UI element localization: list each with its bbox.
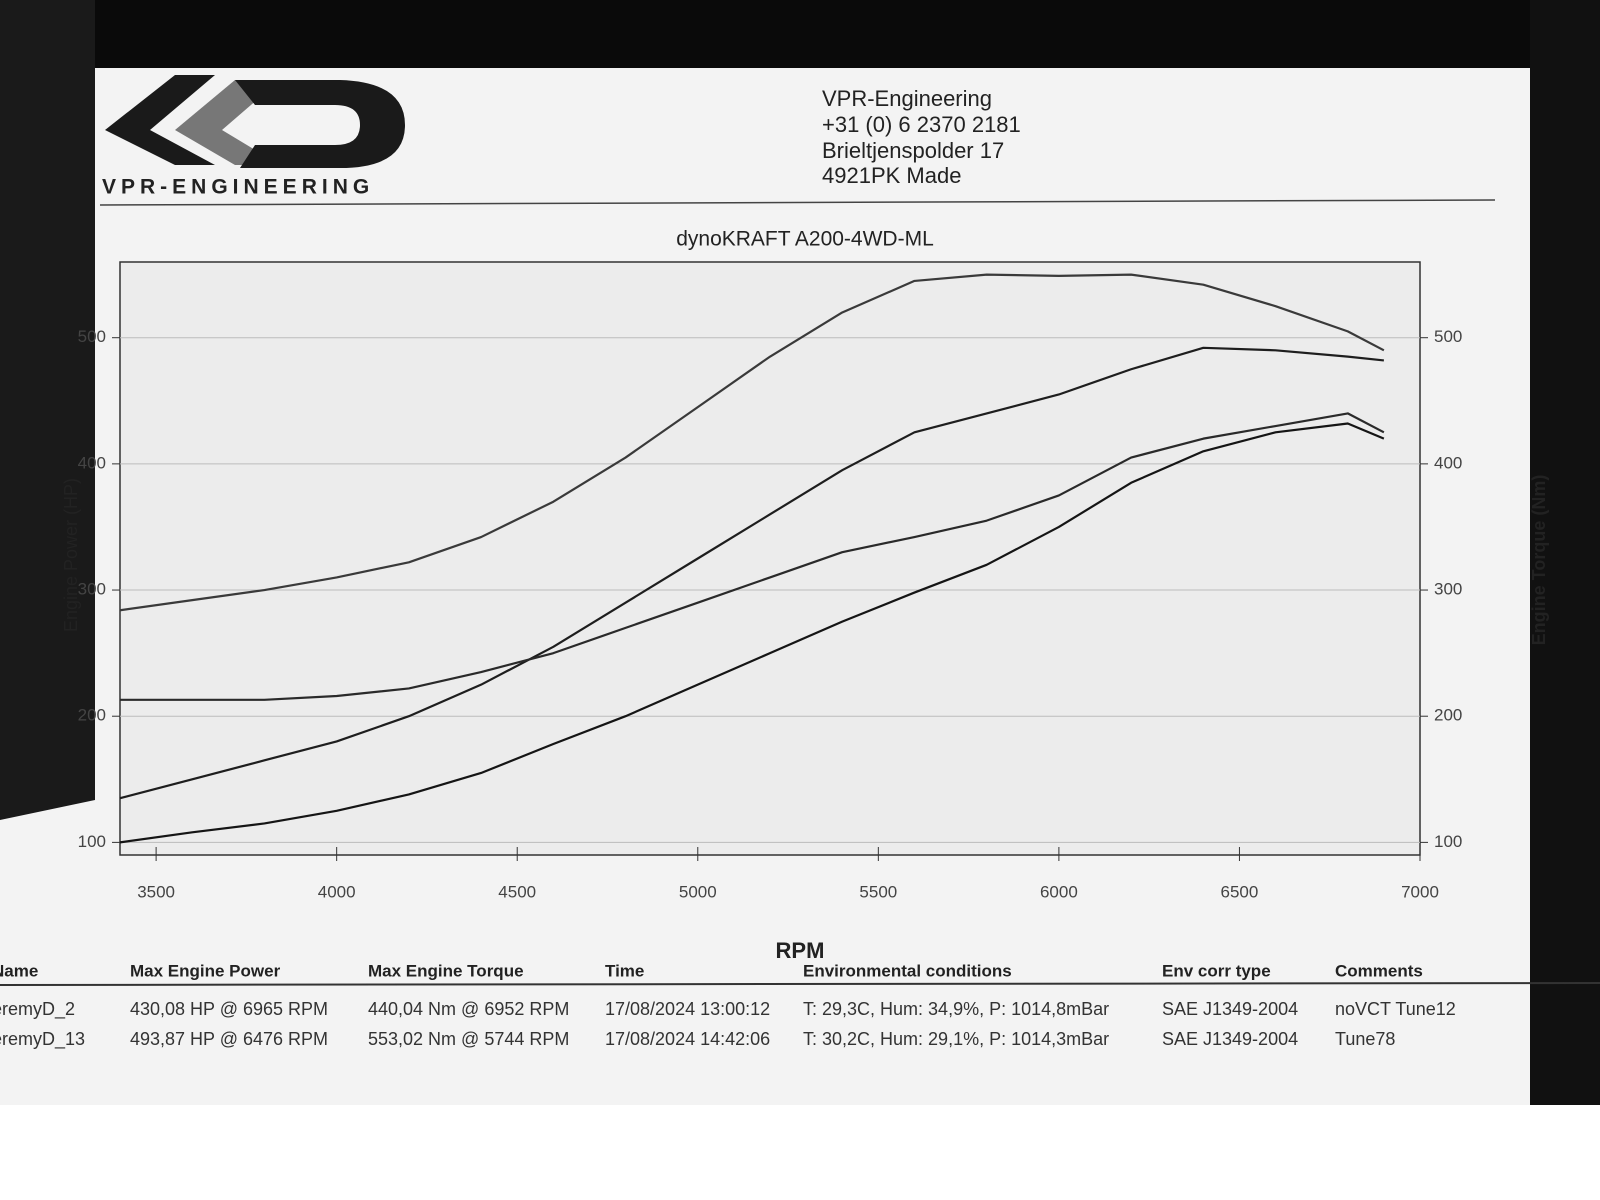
y2-axis-label: Engine Torque (Nm): [1529, 475, 1549, 646]
x-axis-label: RPM: [776, 938, 825, 963]
y-axis-label: Engine Power (HP): [61, 478, 81, 632]
company-city: 4921PK Made: [822, 163, 961, 188]
table-cell: 17/08/2024 14:42:06: [605, 1029, 770, 1049]
y2-tick-label: 100: [1434, 832, 1462, 851]
x-tick-label: 6500: [1221, 882, 1259, 901]
header-rule: [99, 199, 1496, 206]
logo: VPR-ENGINEERING: [102, 75, 405, 199]
table-header: Environmental conditions: [803, 961, 1012, 980]
table-cell: T: 30,2C, Hum: 29,1%, P: 1014,3mBar: [803, 1029, 1109, 1049]
logo-chevron: [105, 75, 215, 165]
plot-area: [119, 261, 1421, 856]
table-cell: 440,04 Nm @ 6952 RPM: [368, 999, 569, 1019]
table-header: Max Engine Torque: [368, 961, 524, 980]
table-rule: [0, 982, 1600, 986]
table-cell: SAE J1349-2004: [1162, 1029, 1298, 1049]
y-tick-label: 400: [78, 453, 106, 472]
y-tick-label: 300: [78, 580, 106, 599]
x-tick-label: 3500: [137, 882, 175, 901]
table-cell: 430,08 HP @ 6965 RPM: [130, 999, 328, 1019]
table-header: Time: [605, 961, 644, 980]
y-tick-label: 200: [78, 706, 106, 725]
dark-border: [0, 0, 1600, 68]
y2-tick-label: 500: [1434, 327, 1462, 346]
x-tick-label: 6000: [1040, 882, 1078, 901]
table-cell: eremyD_13: [0, 1029, 85, 1050]
table-cell: noVCT Tune12: [1335, 999, 1456, 1019]
company-phone: +31 (0) 6 2370 2181: [822, 112, 1021, 137]
y-tick-label: 100: [78, 832, 106, 851]
table-cell: 553,02 Nm @ 5744 RPM: [368, 1029, 569, 1049]
table-cell: eremyD_2: [0, 999, 75, 1020]
x-tick-label: 7000: [1401, 882, 1439, 901]
table-header: Comments: [1335, 961, 1423, 980]
logo-d: [235, 80, 405, 168]
table-header: Max Engine Power: [130, 961, 281, 980]
x-tick-label: 5500: [859, 882, 897, 901]
curve: [119, 422, 1385, 844]
logo-text: VPR-ENGINEERING: [102, 176, 374, 199]
chart-title: dynoKRAFT A200-4WD-ML: [676, 228, 934, 251]
company-name: VPR-Engineering: [822, 86, 992, 111]
curve: [120, 412, 1385, 701]
company-street: Brieltjenspolder 17: [822, 138, 1004, 163]
y-tick-label: 500: [78, 327, 106, 346]
table-cell: SAE J1349-2004: [1162, 999, 1298, 1019]
table-header: Name: [0, 961, 38, 980]
x-tick-label: 4000: [318, 882, 356, 901]
y2-tick-label: 400: [1434, 453, 1462, 472]
x-tick-label: 4500: [498, 882, 536, 901]
table-cell: 493,87 HP @ 6476 RPM: [130, 1029, 328, 1049]
table-cell: 17/08/2024 13:00:12: [605, 999, 770, 1019]
curve: [119, 273, 1385, 612]
table-cell: Tune78: [1335, 1029, 1395, 1049]
x-tick-label: 5000: [679, 882, 717, 901]
y2-tick-label: 300: [1434, 580, 1462, 599]
dark-border: [1530, 0, 1600, 1105]
curve: [119, 346, 1385, 800]
table-cell: T: 29,3C, Hum: 34,9%, P: 1014,8mBar: [803, 999, 1109, 1019]
table-header: Env corr type: [1162, 961, 1271, 980]
y2-tick-label: 200: [1434, 706, 1462, 725]
